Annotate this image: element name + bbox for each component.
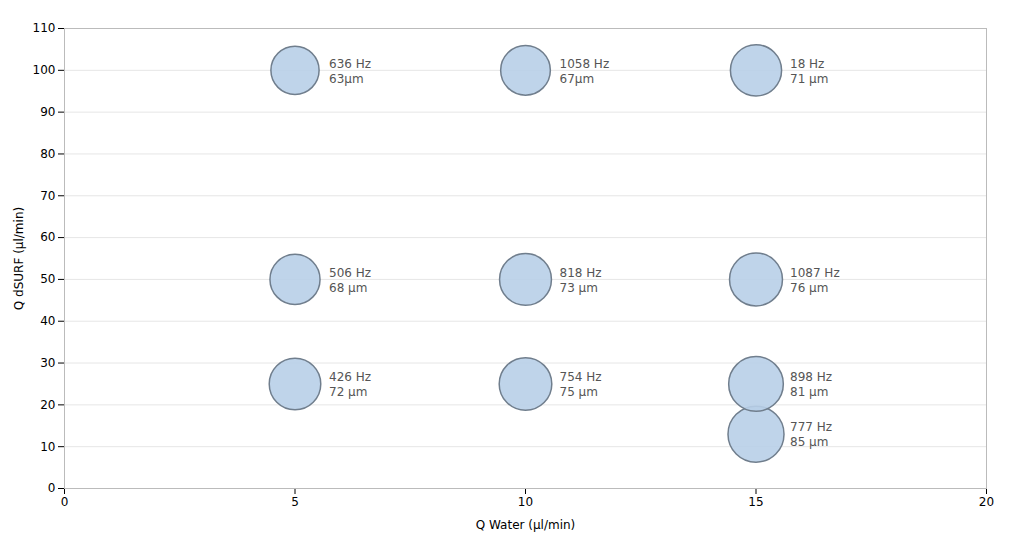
svg-text:Q dSURF (μl/min): Q dSURF (μl/min) bbox=[12, 207, 26, 310]
svg-text:90: 90 bbox=[40, 105, 55, 119]
svg-text:777 Hz85 μm: 777 Hz85 μm bbox=[790, 420, 832, 449]
svg-text:60: 60 bbox=[40, 230, 55, 244]
svg-text:15: 15 bbox=[748, 495, 763, 509]
svg-text:18 Hz71 μm: 18 Hz71 μm bbox=[790, 57, 828, 86]
svg-text:754 Hz75 μm: 754 Hz75 μm bbox=[560, 370, 602, 399]
svg-text:50: 50 bbox=[40, 272, 55, 286]
svg-text:30: 30 bbox=[40, 356, 55, 370]
svg-text:10: 10 bbox=[518, 495, 533, 509]
svg-text:70: 70 bbox=[40, 189, 55, 203]
svg-text:40: 40 bbox=[40, 314, 55, 328]
svg-text:100: 100 bbox=[33, 63, 56, 77]
svg-text:1087 Hz76 μm: 1087 Hz76 μm bbox=[790, 266, 840, 295]
svg-text:20: 20 bbox=[979, 495, 994, 509]
svg-text:426 Hz72 μm: 426 Hz72 μm bbox=[329, 370, 371, 399]
svg-text:0: 0 bbox=[61, 495, 69, 509]
svg-text:Q Water (μl/min): Q Water (μl/min) bbox=[476, 518, 576, 532]
svg-text:818 Hz73 μm: 818 Hz73 μm bbox=[560, 266, 602, 295]
svg-text:80: 80 bbox=[40, 147, 55, 161]
svg-text:5: 5 bbox=[291, 495, 299, 509]
svg-text:10: 10 bbox=[40, 440, 55, 454]
svg-text:898 Hz81 μm: 898 Hz81 μm bbox=[790, 370, 832, 399]
svg-text:1058 Hz67μm: 1058 Hz67μm bbox=[560, 57, 610, 86]
svg-text:636 Hz63μm: 636 Hz63μm bbox=[329, 57, 371, 86]
svg-text:110: 110 bbox=[33, 21, 56, 35]
svg-text:506 Hz68 μm: 506 Hz68 μm bbox=[329, 266, 371, 295]
svg-text:20: 20 bbox=[40, 398, 55, 412]
svg-text:0: 0 bbox=[48, 481, 56, 495]
